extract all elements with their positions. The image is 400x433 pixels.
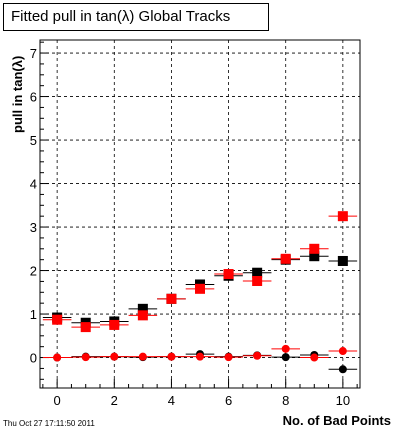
timestamp: Thu Oct 27 17:11:50 2011	[3, 419, 95, 428]
data-point-square	[109, 319, 120, 330]
data-point-square	[137, 303, 148, 314]
y-tick-label: 1	[30, 307, 37, 322]
data-point-circle	[281, 344, 290, 353]
data-point-circle	[196, 352, 204, 361]
y-tick-label: 0	[30, 351, 37, 366]
x-tick-label: 8	[282, 393, 289, 408]
x-tick-label: 6	[225, 393, 232, 408]
data-point-square	[309, 251, 320, 262]
data-point-circle	[310, 353, 319, 362]
data-point-square	[80, 322, 91, 333]
x-tick-label: 2	[111, 393, 118, 408]
data-point-circle	[81, 353, 90, 362]
y-tick-label: 3	[30, 220, 37, 235]
data-point-square	[195, 283, 205, 294]
data-point-square	[223, 269, 234, 280]
data-point-square	[52, 314, 63, 325]
plot-frame	[39, 39, 361, 389]
data-point-square	[337, 255, 348, 266]
x-axis-label: No. of Bad Points	[282, 413, 391, 428]
data-point-square	[337, 211, 348, 222]
data-markers	[42, 211, 358, 374]
data-point-square	[280, 253, 291, 264]
grid	[40, 40, 360, 388]
data-point-circle	[338, 347, 347, 356]
data-point-circle	[224, 353, 233, 362]
y-tick-label: 4	[30, 177, 37, 192]
x-tick-label: 4	[168, 393, 175, 408]
y-tick-label: 6	[30, 90, 37, 105]
y-tick-label: 5	[30, 133, 37, 148]
y-axis-label: pull in tan(λ)	[10, 55, 25, 133]
data-point-circle	[53, 353, 62, 362]
chart-title: Fitted pull in tan(λ) Global Tracks	[11, 8, 231, 25]
y-tick-label: 7	[30, 46, 37, 61]
data-point-circle	[110, 352, 119, 361]
data-point-square	[137, 310, 148, 321]
data-point-circle	[338, 365, 347, 374]
chart-title-box: Fitted pull in tan(λ) Global Tracks	[3, 3, 269, 31]
x-tick-label: 10	[336, 393, 350, 408]
data-point-circle	[253, 351, 262, 360]
data-point-square	[252, 267, 263, 278]
y-tick-label: 2	[30, 264, 37, 279]
axes: 0 2 4 6 8 10 0 1 2 3 4 5 6 7	[30, 41, 358, 408]
data-point-square	[309, 243, 320, 254]
data-point-circle	[281, 353, 290, 362]
data-point-circle	[167, 352, 176, 361]
data-point-circle	[138, 352, 147, 361]
data-point-square	[252, 275, 263, 286]
data-point-square	[166, 293, 177, 304]
x-tick-label: 0	[54, 393, 61, 408]
